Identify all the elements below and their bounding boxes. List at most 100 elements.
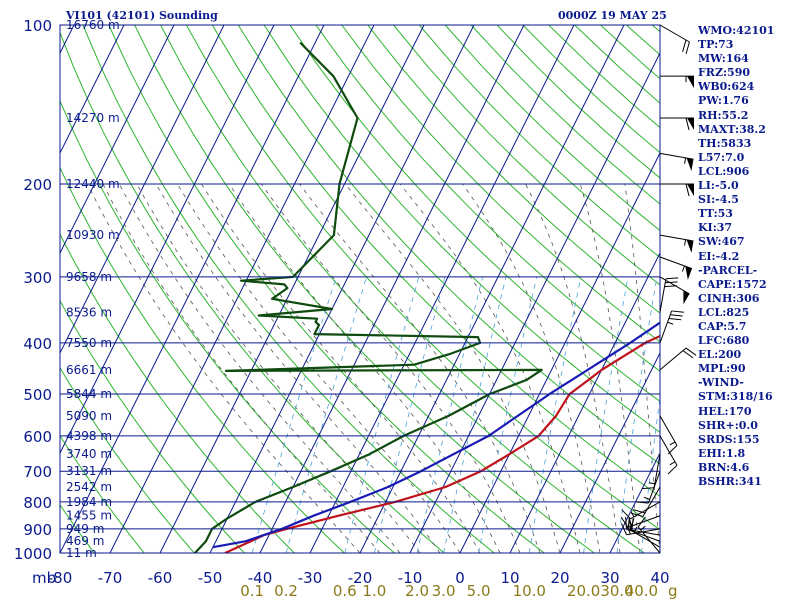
index-line: FRZ:590 <box>698 66 751 80</box>
barb-staff <box>659 435 678 466</box>
dry-adiabat <box>60 31 445 553</box>
isotherm <box>60 25 225 355</box>
temperature-tick-label: -70 <box>98 569 123 587</box>
height-label: 1984 m <box>66 495 112 509</box>
barb-full <box>641 487 655 490</box>
dry-adiabat <box>211 25 660 497</box>
height-label: 3131 m <box>66 464 112 478</box>
barb-half <box>648 482 655 485</box>
barb-full <box>667 464 678 475</box>
isotherm <box>559 351 660 553</box>
index-line: EI:-4.2 <box>698 249 740 263</box>
wind-barb <box>659 234 694 253</box>
dewpoint-line <box>194 41 543 553</box>
height-label: 9658 m <box>66 270 112 284</box>
isotherm <box>60 25 275 455</box>
temperature-tick-label: -10 <box>398 569 423 587</box>
barb-flag <box>686 158 694 172</box>
plot-border <box>59 24 661 554</box>
dry-adiabat <box>60 434 145 553</box>
index-line: SRDS:155 <box>698 432 760 446</box>
index-line: SW:467 <box>698 235 745 249</box>
index-line: CAP:5.7 <box>698 319 747 333</box>
barb-half <box>667 321 674 325</box>
index-line: LI:-5.0 <box>698 179 739 193</box>
temperature-tick-label: -20 <box>348 569 373 587</box>
index-line: LCL:906 <box>698 164 750 178</box>
index-line: L57:7.0 <box>698 150 745 164</box>
barb-full <box>685 117 690 131</box>
barb-flag <box>687 183 694 196</box>
wind-barb <box>659 347 697 371</box>
index-line: SI:-4.5 <box>698 193 739 207</box>
height-label: 4398 m <box>66 429 112 443</box>
barb-full <box>636 501 649 504</box>
wind-barb <box>637 516 661 554</box>
pressure-axis-label: mb <box>32 569 56 587</box>
temperature-tick-label: 20 <box>550 569 569 587</box>
barb-full <box>670 314 683 317</box>
pressure-tick-label: 800 <box>23 494 52 512</box>
moist-adiabat <box>462 183 601 553</box>
isotherm <box>409 51 660 553</box>
mixing-ratio-line <box>478 276 538 553</box>
mixing-ratio-line <box>374 276 446 553</box>
moist-adiabat <box>155 183 441 553</box>
mixing-ratio-line <box>443 276 507 553</box>
plot-frame <box>59 24 661 554</box>
barb-full <box>685 41 690 55</box>
wind-barb <box>660 183 694 197</box>
wind-barb <box>641 454 661 490</box>
isotherm <box>60 25 175 255</box>
moist-adiabat <box>624 183 660 553</box>
barb-staff <box>659 256 693 270</box>
barb-flag <box>686 239 694 253</box>
mixing-ratio-label: 2.0 <box>405 582 429 600</box>
barb-full <box>665 281 678 284</box>
wind-barb <box>659 24 690 55</box>
isotherm <box>609 451 660 553</box>
isotherm <box>459 151 660 553</box>
wind-barb <box>659 276 690 305</box>
barb-full <box>621 523 627 535</box>
height-label: 1455 m <box>66 509 112 523</box>
height-label: 6661 m <box>66 363 112 377</box>
index-line: STM:318/16 <box>698 390 773 404</box>
pressure-tick-label: 200 <box>23 176 52 194</box>
wind-barb <box>659 152 694 172</box>
barb-half <box>684 157 687 164</box>
barb-half <box>669 441 676 446</box>
mixing-ratio-label: 20.0 <box>567 582 600 600</box>
barb-staff <box>659 310 673 344</box>
pressure-tick-label: 500 <box>23 386 52 404</box>
index-line: LCL:825 <box>698 305 750 319</box>
mixing-ratio-line <box>285 276 367 553</box>
moist-adiabat <box>201 183 481 553</box>
mixing-ratio-line <box>251 276 337 553</box>
wind-barbs <box>620 24 697 554</box>
barb-full <box>668 317 682 321</box>
dry-adiabat <box>289 25 660 403</box>
axis-labels: 16760 m 14270 m 12440 m 10930 m 9658 m 8536 m… <box>14 17 678 600</box>
isotherm <box>259 25 525 553</box>
height-label: 12440 m <box>66 177 120 191</box>
index-line: HEL:170 <box>698 404 752 418</box>
wind-barb <box>659 277 679 313</box>
height-label: 3740 m <box>66 447 112 461</box>
index-line: -WIND- <box>698 376 744 390</box>
index-line: MPL:90 <box>698 362 746 376</box>
dry-adiabat <box>60 503 95 553</box>
barb-staff <box>653 454 661 488</box>
height-label: 14270 m <box>66 111 120 125</box>
dry-adiabat <box>185 25 660 531</box>
index-line: SHR+:0.0 <box>698 418 758 432</box>
wind-barb <box>659 435 678 475</box>
mixing-ratio-label: 1.0 <box>362 582 386 600</box>
barb-half <box>630 511 635 518</box>
pressure-tick-label: 900 <box>23 521 52 539</box>
isotherm <box>109 25 375 553</box>
dry-adiabat <box>60 99 395 553</box>
dry-adiabat <box>108 25 545 553</box>
index-line: LFC:680 <box>698 334 750 348</box>
isotherm <box>509 251 660 553</box>
